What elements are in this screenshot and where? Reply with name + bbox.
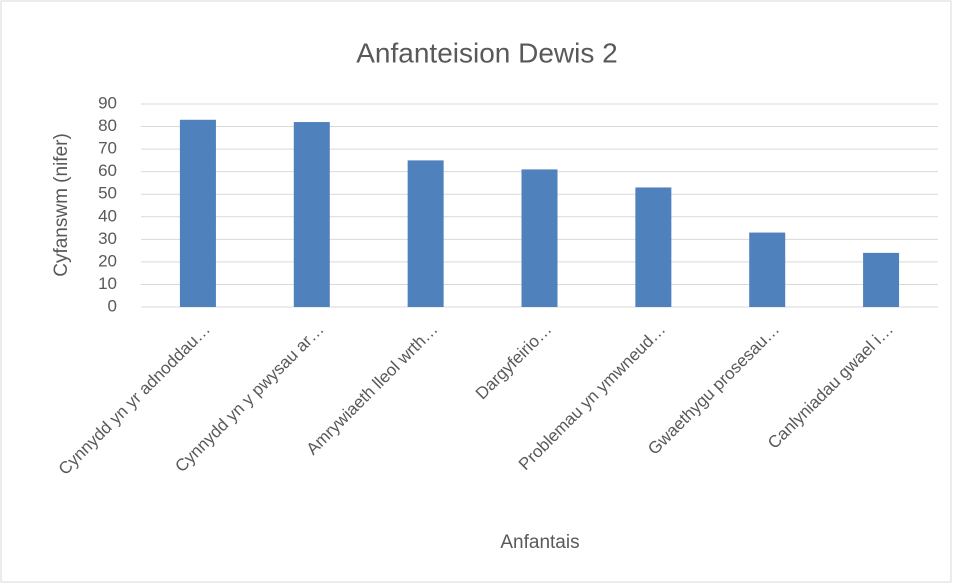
y-tick-label: 40 xyxy=(98,206,117,225)
y-tick-label: 60 xyxy=(98,161,117,180)
y-tick-label: 70 xyxy=(98,139,117,158)
bar xyxy=(749,232,786,307)
chart-title: Anfanteision Dewis 2 xyxy=(356,37,617,68)
bar xyxy=(635,187,672,307)
bar xyxy=(521,169,558,307)
x-axis-label: Anfantais xyxy=(500,532,579,553)
y-tick-label: 20 xyxy=(98,251,117,270)
bar xyxy=(863,252,900,307)
y-tick-label: 80 xyxy=(98,116,117,135)
bar xyxy=(293,122,330,308)
y-tick-label: 90 xyxy=(98,93,117,112)
y-tick-label: 10 xyxy=(98,274,117,293)
y-tick-label: 50 xyxy=(98,184,117,203)
bar xyxy=(407,160,444,307)
bar xyxy=(179,119,216,308)
y-axis-label: Cyfanswm (nifer) xyxy=(51,133,72,277)
y-tick-label: 0 xyxy=(108,296,117,315)
y-tick-label: 30 xyxy=(98,229,117,248)
